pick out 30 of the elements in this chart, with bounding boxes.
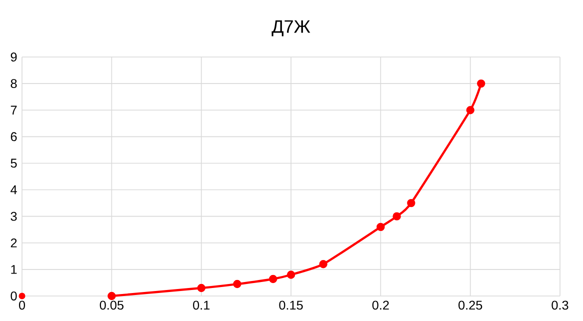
point bbox=[376, 222, 385, 232]
point bbox=[197, 284, 206, 292]
point bbox=[392, 212, 401, 220]
x-tick-label: 0 bbox=[18, 300, 26, 310]
point bbox=[476, 79, 486, 88]
x-tick-label: 0.2 bbox=[372, 300, 389, 310]
y-tick-label: 6 bbox=[10, 132, 17, 142]
point bbox=[466, 106, 474, 114]
point bbox=[108, 292, 116, 300]
y-tick-label: 7 bbox=[10, 106, 17, 114]
point bbox=[286, 270, 296, 279]
y-tick-label: 0 bbox=[10, 292, 17, 300]
point bbox=[407, 198, 416, 208]
point bbox=[319, 260, 328, 268]
point bbox=[18, 292, 26, 300]
x-tick-label: 0.15 bbox=[279, 300, 303, 310]
y-tick-label: 4 bbox=[10, 185, 17, 194]
x-tick-label: 0.05 bbox=[100, 300, 124, 310]
y-tick-label: 1 bbox=[11, 265, 17, 274]
point bbox=[233, 280, 242, 288]
y-tick-label: 8 bbox=[10, 79, 17, 88]
x-tick-label: 0.1 bbox=[193, 300, 210, 310]
y-tick-label: 3 bbox=[10, 212, 17, 221]
x-tick-label: 0.3 bbox=[552, 300, 568, 310]
x-tick-label: 0.25 bbox=[458, 300, 482, 310]
y-tick-label: 9 bbox=[10, 52, 17, 62]
y-tick-label: 5 bbox=[10, 158, 17, 168]
chart-title: Д7Ж bbox=[272, 20, 310, 36]
point bbox=[268, 274, 278, 284]
y-tick-label: 2 bbox=[10, 238, 17, 248]
